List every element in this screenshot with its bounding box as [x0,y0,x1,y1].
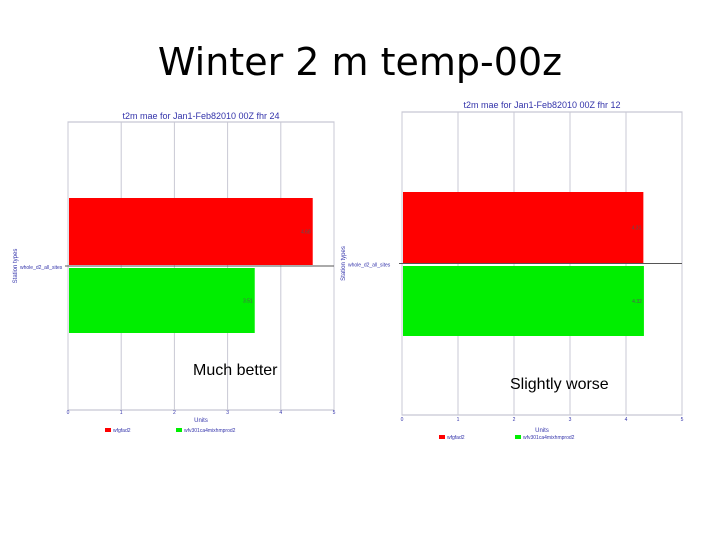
bar-wfv301ca4mixhmprod2 [403,266,644,336]
x-tick-label: 3 [226,410,229,416]
x-tick-label: 4 [625,417,628,423]
y-axis-label: Station types [341,246,347,281]
category-label: whole_d2_all_sites [20,265,63,271]
chart-title: t2m mae for Jan1-Feb82010 00Z fhr 24 [122,111,279,121]
legend-label: wfgfad2 [447,435,465,441]
slide-title: Winter 2 m temp-00z [157,40,563,84]
bar-value-label: 3.51 [243,299,253,305]
legend-swatch [105,428,111,432]
legend-swatch [176,428,182,432]
legend-label: wfv301ca4mixhmprod2 [523,435,575,441]
x-axis-label: Units [194,418,208,424]
x-tick-label: 0 [67,410,70,416]
bar-wfgfad2 [403,192,644,263]
note-much-better: Much better [193,362,278,379]
legend-swatch [515,435,521,439]
bar-value-label: 4.32 [632,299,642,305]
x-tick-label: 2 [173,410,176,416]
legend-label: wfgfad2 [113,428,131,434]
chart-fhr24: t2m mae for Jan1-Feb82010 00Z fhr 24 0 1 2 3… [13,111,336,434]
x-tick-label: 5 [333,410,336,416]
x-tick-label: 2 [513,417,516,423]
x-axis-label: Units [535,428,549,434]
bar-value-label: 4.31 [632,226,642,232]
x-tick-label: 0 [401,417,404,423]
x-tick-label: 1 [457,417,460,423]
legend-label: wfv301ca4mixhmprod2 [184,428,236,434]
x-tick-label: 4 [279,410,282,416]
chart-title: t2m mae for Jan1-Feb82010 00Z fhr 12 [463,100,620,110]
bar-wfv301ca4mixhmprod2 [69,268,255,333]
legend-swatch [439,435,445,439]
y-axis-label: Station types [13,249,19,284]
x-tick-label: 3 [569,417,572,423]
x-tick-label: 5 [681,417,684,423]
note-slightly-worse: Slightly worse [510,376,609,393]
bar-wfgfad2 [69,198,313,265]
x-tick-label: 1 [120,410,123,416]
bar-value-label: 4.68 [301,230,311,236]
category-label: whole_d2_all_sites [348,263,391,269]
chart-fhr12: t2m mae for Jan1-Feb82010 00Z fhr 12 0 1 2 3… [341,100,684,441]
